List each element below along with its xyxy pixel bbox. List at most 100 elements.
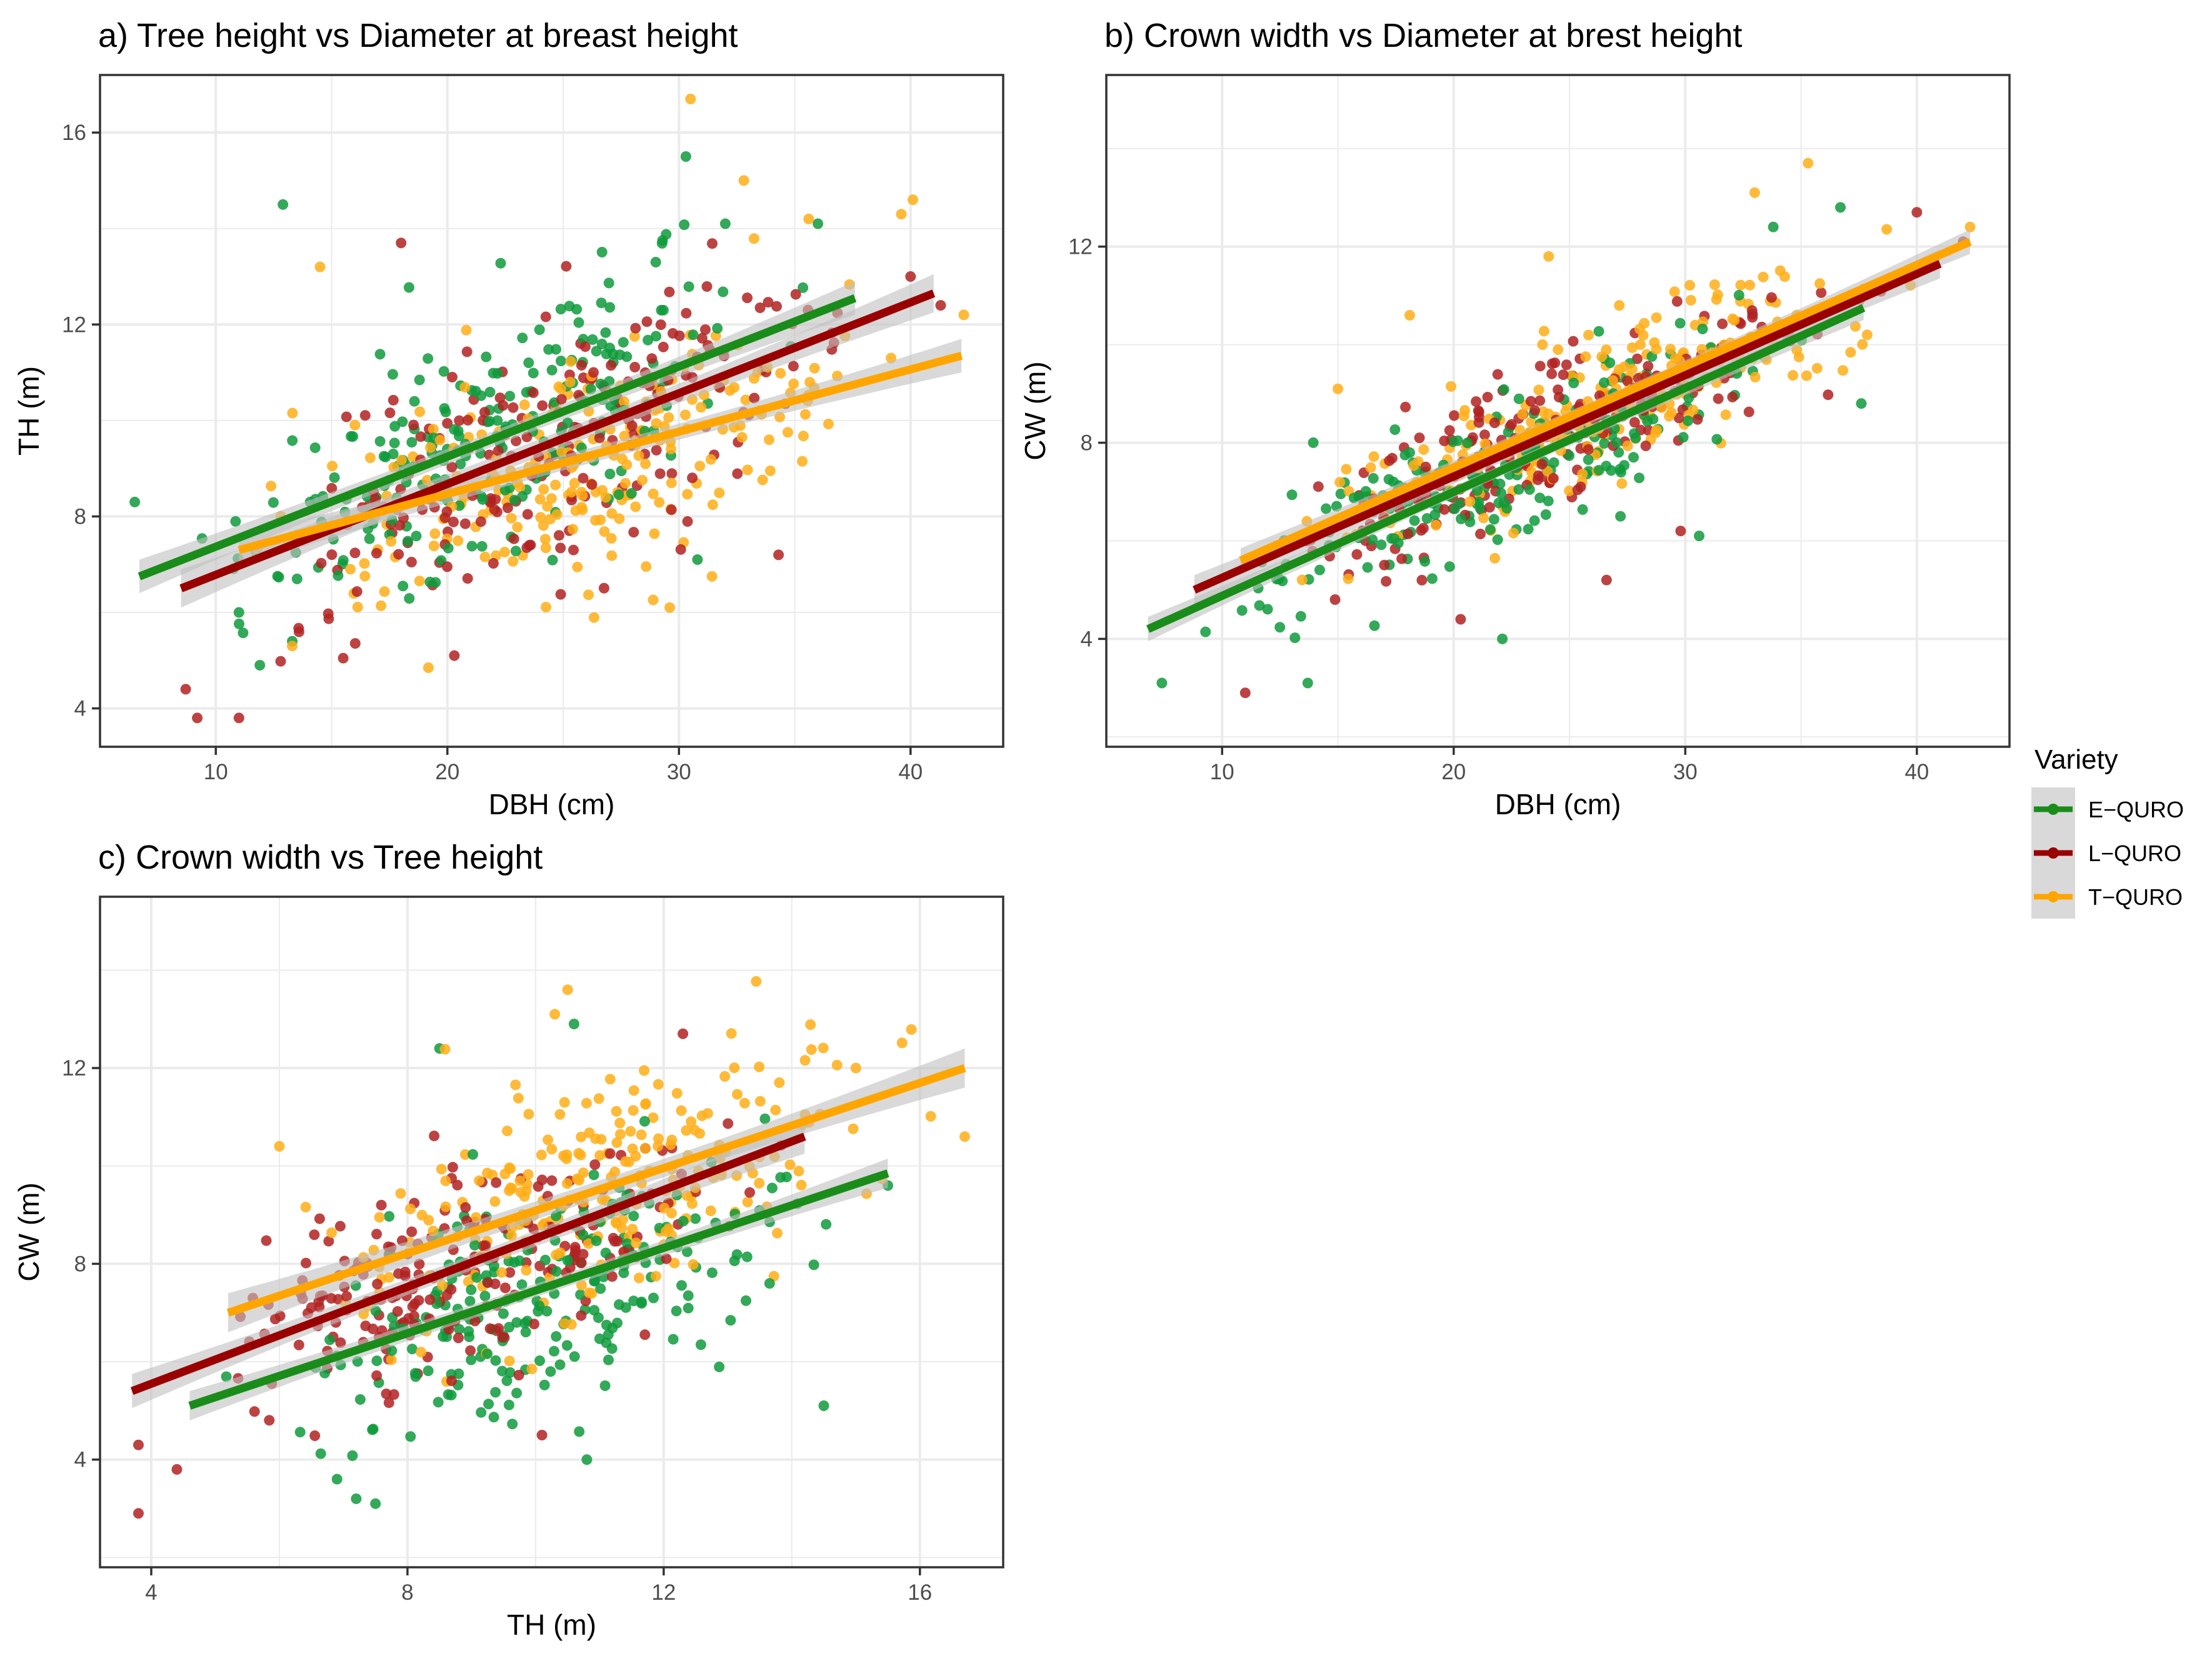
point-l-quro [707, 238, 718, 249]
point-e-quro [628, 1295, 639, 1307]
point-e-quro [1856, 398, 1867, 409]
point-t-quro [562, 984, 573, 995]
point-t-quro [519, 399, 530, 411]
point-t-quro [600, 492, 611, 503]
point-e-quro [309, 442, 321, 453]
point-t-quro [793, 1165, 804, 1177]
point-e-quro [389, 437, 400, 449]
point-t-quro [694, 461, 706, 472]
point-t-quro [508, 556, 519, 567]
point-l-quro [935, 300, 946, 311]
point-e-quro [510, 546, 521, 557]
point-t-quro [676, 1105, 687, 1116]
point-t-quro [1669, 286, 1680, 297]
point-l-quro [494, 392, 506, 404]
point-e-quro [495, 257, 506, 269]
point-e-quro [1421, 513, 1433, 524]
point-e-quro [411, 531, 422, 542]
point-e-quro [407, 1344, 418, 1355]
point-l-quro [460, 1202, 471, 1213]
point-e-quro [1369, 620, 1380, 631]
point-e-quro [676, 1280, 687, 1291]
point-e-quro [386, 1345, 398, 1356]
point-t-quro [775, 367, 786, 379]
point-l-quro [1473, 405, 1484, 416]
point-t-quro [629, 331, 640, 342]
point-l-quro [1420, 461, 1431, 472]
point-e-quro [1429, 509, 1441, 521]
point-e-quro [504, 1367, 516, 1378]
point-e-quro [484, 416, 495, 427]
point-l-quro [528, 387, 539, 398]
point-e-quro [657, 235, 668, 246]
point-e-quro [604, 342, 615, 354]
point-e-quro [374, 349, 386, 360]
point-e-quro [706, 1267, 718, 1279]
y-tick-label: 4 [74, 697, 86, 721]
point-e-quro [129, 496, 141, 507]
point-l-quro [323, 1235, 334, 1247]
point-e-quro [476, 390, 487, 401]
point-e-quro [479, 1290, 491, 1302]
point-e-quro [466, 1284, 477, 1295]
point-e-quro [1277, 576, 1288, 587]
point-l-quro [1673, 412, 1684, 424]
point-l-quro [381, 1389, 392, 1399]
point-e-quro [1501, 502, 1513, 514]
fit-lines [138, 274, 963, 608]
point-e-quro [233, 607, 244, 618]
point-e-quro [541, 1305, 553, 1317]
point-t-quro [1837, 365, 1848, 376]
point-t-quro [649, 528, 660, 539]
panel-title: a) Tree height vs Diameter at breast hei… [98, 17, 738, 54]
point-l-quro [1549, 357, 1561, 369]
point-t-quro [959, 1131, 970, 1142]
point-e-quro [389, 421, 401, 432]
point-l-quro [371, 1370, 383, 1381]
point-l-quro [392, 1306, 403, 1317]
point-e-quro [389, 1320, 399, 1332]
point-l-quro [536, 1174, 548, 1185]
point-l-quro [249, 1406, 260, 1417]
point-t-quro [665, 1139, 676, 1150]
point-e-quro [469, 1240, 480, 1251]
point-t-quro [463, 1276, 474, 1287]
point-t-quro [1533, 384, 1544, 396]
point-e-quro [481, 351, 492, 362]
point-l-quro [406, 557, 417, 567]
point-t-quro [1553, 344, 1564, 355]
point-t-quro [620, 477, 631, 489]
point-e-quro [1409, 515, 1420, 526]
point-t-quro [666, 444, 676, 454]
point-e-quro [1513, 484, 1524, 495]
point-t-quro [663, 412, 674, 423]
point-t-quro [593, 1093, 604, 1104]
point-t-quro [561, 1178, 573, 1189]
point-t-quro [1365, 462, 1376, 473]
point-l-quro [1506, 419, 1517, 430]
point-l-quro [1548, 473, 1559, 484]
point-l-quro [1629, 417, 1640, 428]
point-e-quro [1449, 503, 1460, 514]
point-e-quro [477, 494, 488, 505]
point-e-quro [606, 1343, 618, 1354]
point-t-quro [1368, 451, 1379, 462]
point-l-quro [192, 712, 203, 724]
point-e-quro [397, 416, 408, 427]
point-e-quro [1711, 434, 1723, 445]
point-t-quro [1627, 342, 1638, 353]
point-t-quro [686, 1116, 697, 1127]
point-l-quro [604, 1148, 616, 1159]
point-l-quro [316, 557, 327, 569]
point-t-quro [570, 505, 581, 516]
point-t-quro [648, 594, 659, 606]
point-l-quro [606, 1271, 618, 1282]
point-l-quro [314, 1213, 325, 1224]
point-l-quro [579, 341, 591, 352]
y-tick-label: 8 [74, 1252, 86, 1276]
point-e-quro [587, 334, 598, 345]
point-l-quro [1568, 336, 1579, 347]
point-e-quro [1498, 384, 1509, 395]
point-l-quro [681, 307, 692, 319]
point-t-quro [1489, 552, 1501, 564]
